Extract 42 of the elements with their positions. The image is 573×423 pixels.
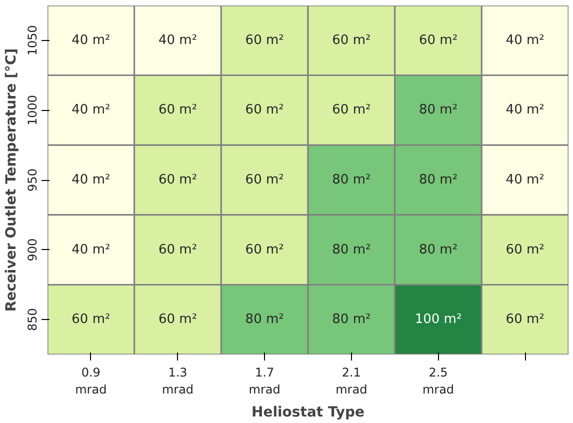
data-label: 60 m² — [332, 102, 371, 118]
data-label: 80 m² — [418, 172, 458, 188]
data-label: 40 m² — [72, 102, 110, 118]
data-label: 60 m² — [158, 312, 198, 328]
y-tick-label: 1050 — [26, 25, 40, 56]
data-label: 60 m² — [245, 172, 284, 188]
y-axis-title: Receiver Outlet Temperature [°C] — [4, 48, 20, 312]
data-label: 80 m² — [418, 102, 458, 118]
data-label: 60 m² — [506, 242, 544, 258]
data-label: 40 m² — [506, 32, 544, 48]
data-label: 100 m² — [414, 312, 462, 328]
data-label: 60 m² — [418, 32, 458, 48]
data-label: 80 m² — [332, 242, 371, 258]
data-label: 60 m² — [245, 242, 284, 258]
data-label: 40 m² — [506, 172, 544, 188]
x-tick-label: 0.9 mrad — [75, 366, 107, 396]
y-tick-label: 900 — [26, 238, 40, 262]
data-label: 80 m² — [418, 242, 458, 258]
data-label: 60 m² — [158, 242, 198, 258]
x-tick-label: 1.7 mrad — [248, 366, 280, 396]
data-label: 60 m² — [506, 312, 544, 328]
data-label: 40 m² — [72, 172, 110, 188]
x-axis-title: Heliostat Type — [252, 404, 364, 420]
data-label: 40 m² — [72, 242, 110, 258]
data-label: 40 m² — [158, 32, 198, 48]
data-label: 60 m² — [158, 172, 198, 188]
x-tick-label: 2.1 mrad — [336, 366, 368, 396]
data-label: 40 m² — [72, 32, 110, 48]
y-tick-label: 950 — [26, 168, 40, 192]
data-label: 60 m² — [332, 32, 371, 48]
data-label: 60 m² — [245, 102, 284, 118]
x-tick-label: 1.3 mrad — [162, 366, 194, 396]
y-tick-label: 850 — [26, 308, 40, 332]
data-label: 60 m² — [72, 312, 110, 328]
y-tick-label: 1000 — [26, 94, 40, 126]
data-label: 60 m² — [158, 102, 198, 118]
data-label: 80 m² — [332, 312, 371, 328]
data-label: 40 m² — [506, 102, 544, 118]
data-label: 80 m² — [332, 172, 371, 188]
data-label: 80 m² — [245, 312, 284, 328]
x-tick-label: 2.5 mrad — [422, 366, 454, 396]
data-label: 60 m² — [245, 32, 284, 48]
